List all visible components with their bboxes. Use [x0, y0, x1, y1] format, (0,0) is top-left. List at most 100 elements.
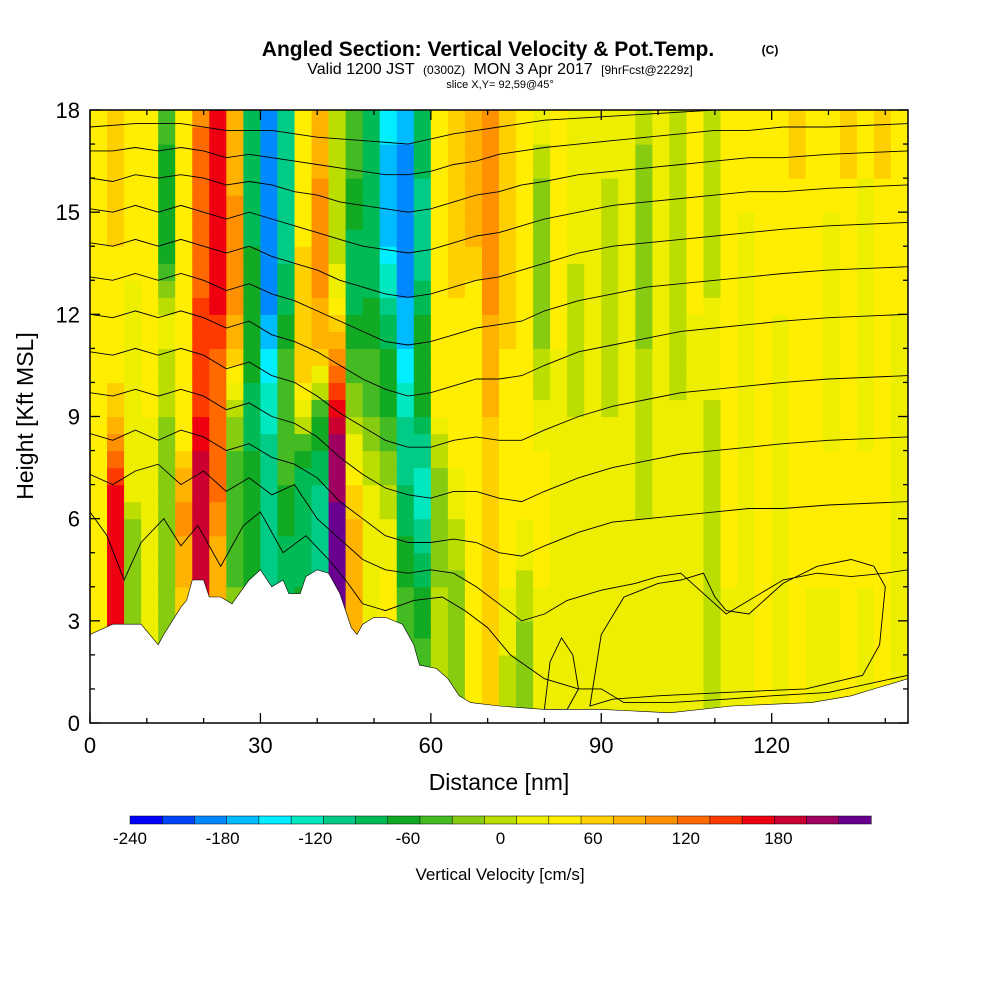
velocity-cell [464, 416, 483, 435]
velocity-cell [124, 501, 142, 520]
velocity-cell [294, 416, 313, 435]
velocity-cell [413, 603, 432, 622]
velocity-cell [379, 229, 398, 247]
velocity-cell [430, 246, 449, 264]
velocity-cell [567, 246, 585, 264]
velocity-cell [345, 535, 364, 554]
velocity-cell [294, 161, 313, 179]
velocity-cell [379, 314, 398, 332]
velocity-cell [107, 416, 125, 435]
velocity-cell [652, 586, 671, 605]
velocity-cell [90, 399, 108, 418]
velocity-cell [260, 195, 279, 213]
velocity-cell [158, 518, 176, 537]
velocity-cell [788, 331, 807, 349]
velocity-cell [771, 637, 790, 656]
velocity-column-27 [550, 110, 568, 723]
velocity-cell [413, 314, 432, 332]
velocity-cell [447, 399, 466, 418]
velocity-cell [822, 229, 841, 247]
velocity-cell [175, 535, 193, 554]
velocity-cell [277, 178, 296, 196]
velocity-cell [158, 110, 176, 128]
velocity-cell [856, 229, 875, 247]
velocity-cell [277, 297, 296, 315]
velocity-cell [362, 552, 381, 571]
velocity-cell [754, 688, 773, 707]
velocity-cell [141, 280, 159, 298]
velocity-cell [771, 484, 790, 503]
velocity-cell [294, 331, 313, 349]
velocity-cell [788, 586, 807, 605]
velocity-cell [243, 195, 262, 213]
velocity-cell [720, 348, 739, 367]
velocity-cell [652, 535, 671, 554]
velocity-cell [430, 399, 449, 418]
velocity-cell [754, 212, 773, 230]
velocity-cell [788, 518, 807, 537]
velocity-cell [158, 161, 176, 179]
velocity-cell [192, 110, 210, 128]
velocity-column-44 [839, 110, 858, 723]
velocity-cell [635, 416, 653, 435]
velocity-cell [601, 127, 619, 145]
velocity-cell [447, 314, 466, 332]
velocity-cell [618, 263, 636, 281]
velocity-cell [209, 161, 227, 179]
velocity-cell [737, 467, 756, 486]
subtitle-valid: Valid 1200 JST [307, 61, 415, 78]
velocity-cell [447, 450, 466, 469]
velocity-cell [481, 552, 500, 571]
velocity-cell [839, 450, 858, 469]
velocity-cell [362, 280, 381, 298]
velocity-cell [107, 229, 125, 247]
velocity-cell [345, 297, 364, 315]
velocity-cell [447, 518, 466, 537]
velocity-cell [703, 280, 722, 298]
velocity-cell [328, 110, 347, 128]
isentrope-line-9 [90, 150, 908, 213]
velocity-cell [516, 144, 534, 162]
velocity-cell [141, 314, 159, 332]
velocity-cell [890, 246, 908, 264]
velocity-cell [430, 637, 449, 656]
velocity-cell [192, 246, 210, 264]
velocity-cell [516, 178, 534, 196]
velocity-cell [464, 263, 483, 281]
velocity-cell [209, 297, 227, 315]
velocity-cell [413, 246, 432, 264]
velocity-cell [209, 195, 227, 213]
velocity-cell [890, 348, 908, 367]
velocity-cell [516, 620, 534, 639]
colorbar-label: 0 [496, 829, 505, 848]
velocity-cell [345, 552, 364, 571]
velocity-cell [873, 450, 892, 469]
velocity-cell [158, 484, 176, 503]
velocity-cell [447, 110, 466, 128]
velocity-cell [430, 501, 449, 520]
velocity-cell [107, 467, 125, 486]
velocity-cell [805, 144, 824, 162]
velocity-cell [771, 161, 790, 179]
velocity-cell [447, 161, 466, 179]
velocity-cell [430, 297, 449, 315]
velocity-cell [396, 178, 415, 196]
velocity-cell [175, 161, 193, 179]
velocity-cell [328, 518, 347, 537]
colorbar-title: Vertical Velocity [cm/s] [415, 865, 584, 884]
velocity-cell [584, 365, 602, 384]
chart-title: Angled Section: Vertical Velocity & Pot.… [262, 38, 714, 61]
x-tick-label: 60 [419, 733, 443, 758]
velocity-cell [703, 382, 722, 401]
velocity-cell [856, 348, 875, 367]
velocity-cell [584, 450, 602, 469]
isentrope-line-11 [90, 110, 908, 145]
velocity-cell [567, 637, 585, 656]
velocity-cell [499, 671, 517, 690]
velocity-cell [601, 399, 619, 418]
velocity-cell [124, 127, 142, 145]
velocity-cell [686, 110, 705, 128]
velocity-cell [890, 297, 908, 315]
velocity-cell [124, 314, 142, 332]
